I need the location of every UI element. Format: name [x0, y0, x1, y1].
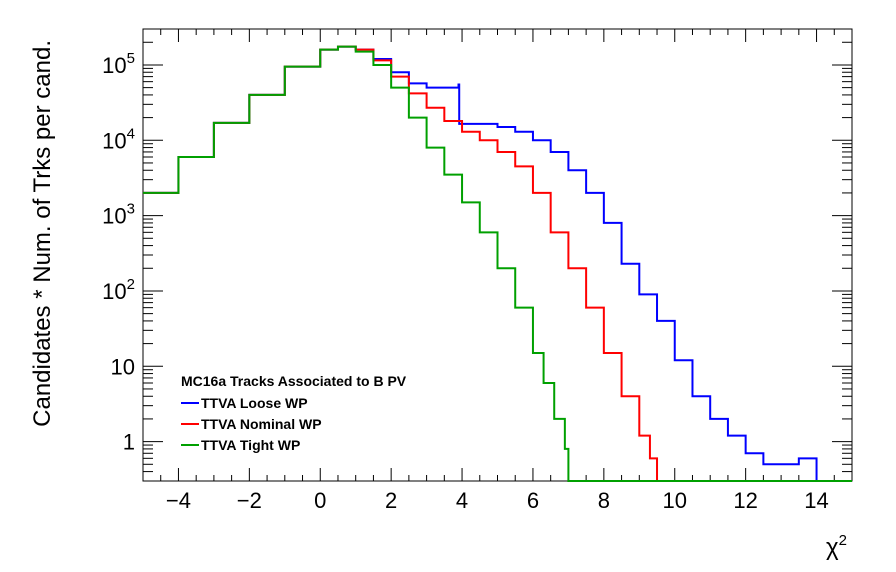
x-tick-label: −4	[166, 488, 191, 513]
y-axis-ticks: 1 10 102 103 104 105	[102, 28, 852, 482]
x-axis-ticks: −4 −2 0 2 4 6 8 10 12 14	[142, 29, 853, 513]
legend-label-tight: TTVA Tight WP	[201, 437, 300, 453]
series-tight-line	[143, 45, 852, 482]
x-tick-label: 2	[385, 488, 397, 513]
legend-label-nominal: TTVA Nominal WP	[201, 416, 322, 432]
x-axis-title: χ2	[826, 532, 847, 561]
y-tick-label: 1	[123, 430, 135, 455]
x-tick-label: −2	[237, 488, 262, 513]
legend: MC16a Tracks Associated to B PV TTVA Loo…	[181, 373, 407, 453]
y-tick-label: 103	[102, 201, 135, 229]
x-tick-label: 14	[804, 488, 828, 513]
series-layer	[143, 45, 852, 482]
x-tick-label: 10	[663, 488, 687, 513]
x-tick-label: 4	[456, 488, 468, 513]
y-tick-label: 10	[111, 354, 135, 379]
x-axis-title-base: χ	[826, 534, 839, 561]
x-tick-label: 8	[598, 488, 610, 513]
x-tick-label: 0	[314, 488, 326, 513]
y-tick-label: 105	[102, 50, 135, 78]
y-tick-label: 104	[102, 125, 135, 153]
x-axis-title-superscript: 2	[839, 532, 847, 549]
legend-title: MC16a Tracks Associated to B PV	[181, 373, 407, 389]
x-tick-label: 6	[527, 488, 539, 513]
legend-label-loose: TTVA Loose WP	[201, 395, 308, 411]
y-tick-label: 102	[102, 276, 135, 304]
y-axis-title: Candidates * Num. of Trks per cand.	[29, 40, 56, 427]
x-tick-label: 12	[733, 488, 757, 513]
